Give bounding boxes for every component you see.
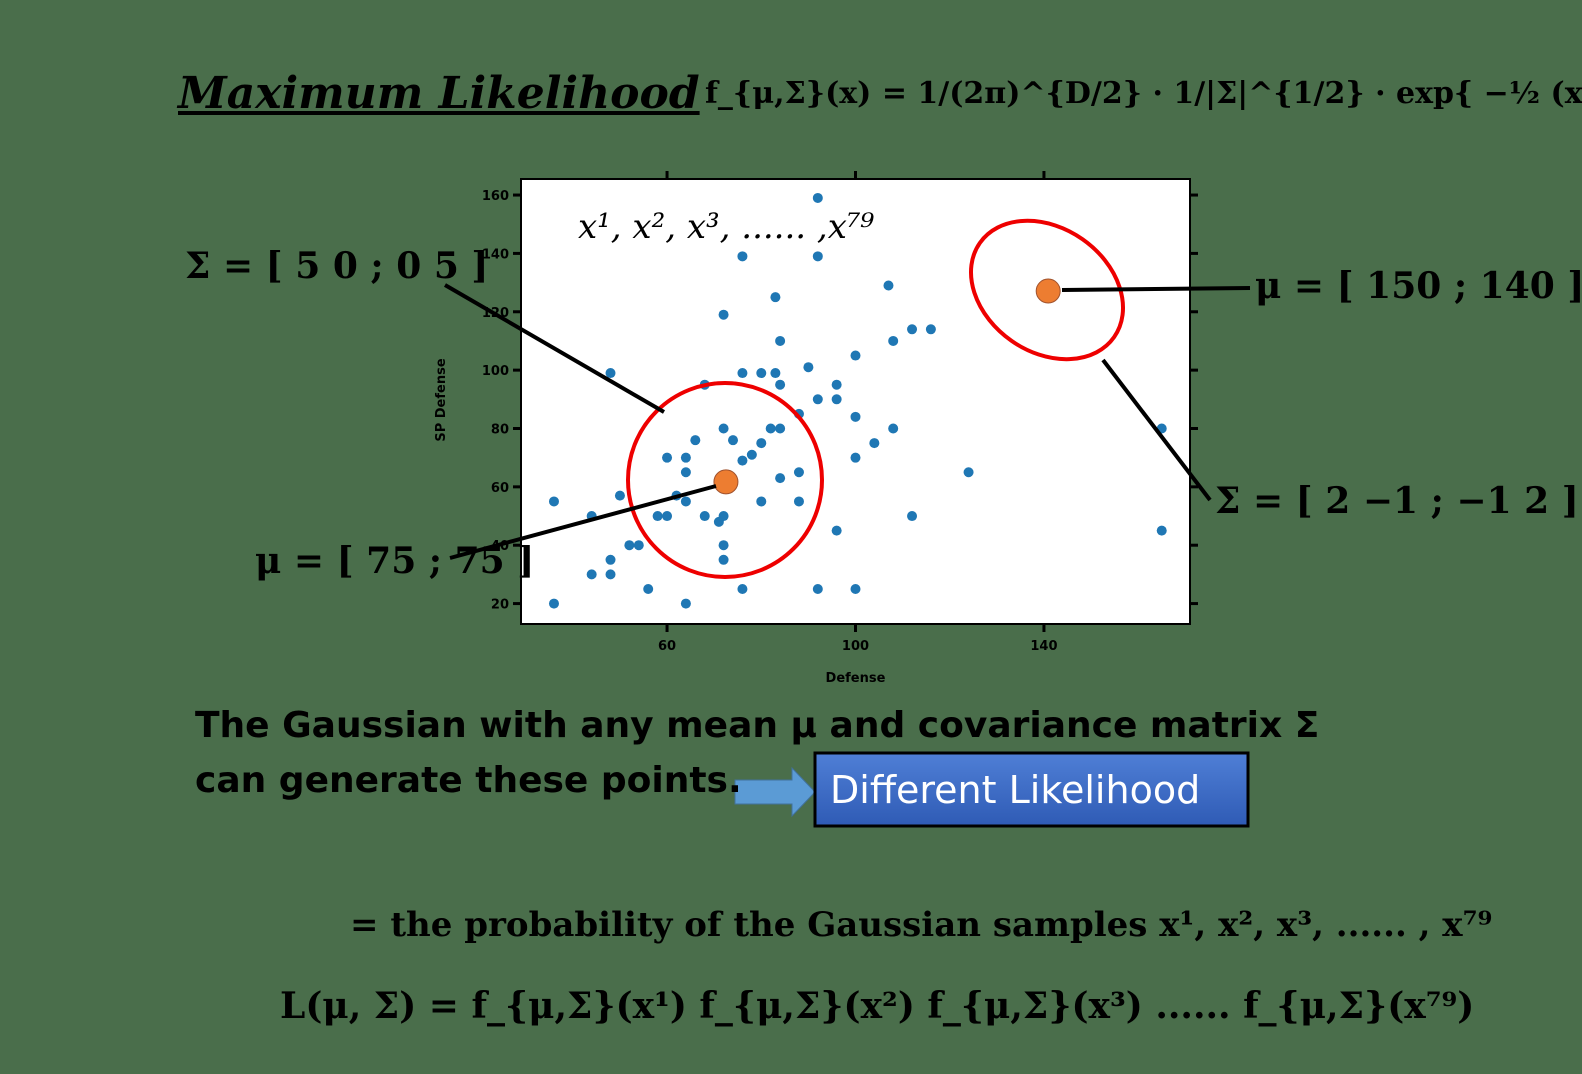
right-mu: μ = [ 150 ; 140 ] <box>1255 265 1582 307</box>
point <box>718 540 729 551</box>
y-tick-label: 20 <box>491 598 509 613</box>
point <box>605 368 616 379</box>
arrow <box>734 766 816 818</box>
x-tick-label: 60 <box>658 639 676 654</box>
plot-area <box>520 178 1191 625</box>
point <box>812 583 823 594</box>
button-box <box>813 751 1250 828</box>
point <box>614 490 625 501</box>
point <box>775 423 786 434</box>
point <box>812 394 823 405</box>
point <box>586 569 597 580</box>
point <box>925 324 936 335</box>
point <box>624 540 635 551</box>
point <box>770 368 781 379</box>
pointer-lines <box>443 283 1251 560</box>
left-mu: μ = [ 75 ; 75 ] <box>255 540 535 582</box>
point <box>770 292 781 303</box>
formula: f_{μ,Σ}(x) = 1/(2π)^{D/2} · 1/|Σ|^{1/2} … <box>705 76 1582 111</box>
point <box>869 438 880 449</box>
point <box>699 511 710 522</box>
y-tick-label: 80 <box>491 422 509 437</box>
point <box>643 583 654 594</box>
y-tick-label: 160 <box>482 189 509 204</box>
covariance-ellipse <box>968 218 1126 362</box>
point <box>850 411 861 422</box>
point <box>713 516 724 527</box>
point <box>850 350 861 361</box>
plot-caption: x¹, x², x³, ...... ,x⁷⁹ <box>578 207 875 247</box>
y-tick-label: 140 <box>482 247 509 262</box>
point <box>803 362 814 373</box>
point <box>907 324 918 335</box>
point <box>737 251 748 262</box>
body-line: can generate these points. <box>195 760 742 801</box>
point <box>775 473 786 484</box>
right-sigma: Σ = [ 2 −1 ; −1 2 ] <box>1215 480 1579 522</box>
point <box>746 449 757 460</box>
x-tick-label: 100 <box>842 639 869 654</box>
point <box>737 368 748 379</box>
title: Maximum Likelihood <box>178 68 700 119</box>
y-tick-label: 60 <box>491 481 509 496</box>
point <box>633 540 644 551</box>
point <box>1035 278 1061 304</box>
point <box>680 598 691 609</box>
point <box>605 569 616 580</box>
point <box>888 335 899 346</box>
point <box>548 496 559 507</box>
x-tick-label: 140 <box>1030 639 1057 654</box>
point <box>775 379 786 390</box>
point <box>680 467 691 478</box>
point <box>690 435 701 446</box>
y-axis-label: SP Defense <box>434 358 449 441</box>
point <box>888 423 899 434</box>
covariance-circle <box>626 381 824 579</box>
point <box>718 309 729 320</box>
point <box>812 192 823 203</box>
point <box>883 280 894 291</box>
body-line: = the probability of the Gaussian sample… <box>350 905 1493 945</box>
point <box>831 379 842 390</box>
point <box>812 251 823 262</box>
point <box>765 423 776 434</box>
point <box>963 467 974 478</box>
button-label[interactable]: Different Likelihood <box>830 768 1201 812</box>
point <box>718 554 729 565</box>
point <box>737 583 748 594</box>
point <box>680 496 691 507</box>
point <box>831 394 842 405</box>
body-line: The Gaussian with any mean μ and covaria… <box>195 705 1320 746</box>
left-sigma: Σ = [ 5 0 ; 0 5 ] <box>185 245 489 287</box>
point <box>793 496 804 507</box>
point <box>548 598 559 609</box>
point <box>728 435 739 446</box>
likelihood-formula: L(μ, Σ) = f_{μ,Σ}(x¹) f_{μ,Σ}(x²) f_{μ,Σ… <box>280 985 1475 1027</box>
point <box>850 583 861 594</box>
point <box>713 469 739 495</box>
point <box>756 496 767 507</box>
point <box>793 467 804 478</box>
point <box>775 335 786 346</box>
point <box>756 438 767 449</box>
point <box>662 511 673 522</box>
point <box>831 525 842 536</box>
point <box>756 368 767 379</box>
point <box>907 511 918 522</box>
point <box>605 554 616 565</box>
point <box>1156 525 1167 536</box>
point <box>737 455 748 466</box>
y-tick-label: 100 <box>482 364 509 379</box>
point <box>850 452 861 463</box>
point <box>718 423 729 434</box>
point <box>652 511 663 522</box>
point <box>680 452 691 463</box>
x-axis-label: Defense <box>826 671 886 686</box>
point <box>662 452 673 463</box>
